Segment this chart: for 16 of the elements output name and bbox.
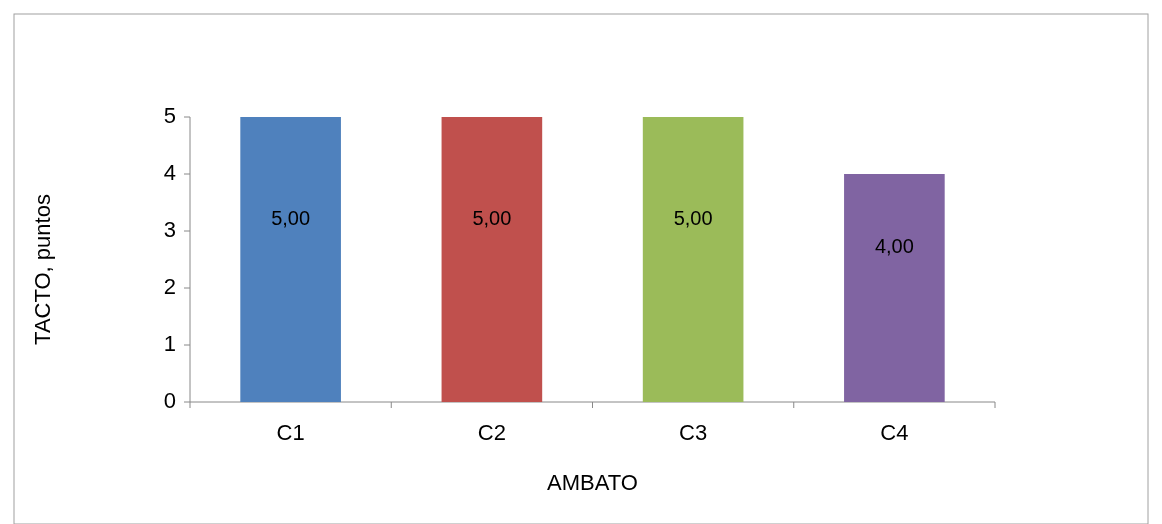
- y-tick-label: 0: [163, 387, 176, 413]
- y-tick-label: 1: [163, 330, 176, 356]
- x-axis-title: AMBATO: [547, 470, 638, 495]
- x-tick-label: C1: [276, 420, 305, 445]
- y-tick-label: 5: [163, 102, 176, 128]
- data-label: 5,00: [271, 206, 311, 229]
- x-tick-label: C2: [477, 420, 506, 445]
- data-label: 4,00: [874, 235, 914, 258]
- x-tick-label: C3: [679, 420, 708, 445]
- y-tick-label: 2: [163, 273, 176, 299]
- data-label: 5,00: [673, 206, 713, 229]
- y-axis-title: TACTO, puntos: [30, 194, 55, 345]
- x-tick-label: C4: [880, 420, 909, 445]
- y-tick-label: 4: [163, 159, 176, 185]
- y-tick-label: 3: [163, 216, 176, 242]
- data-label: 5,00: [472, 206, 512, 229]
